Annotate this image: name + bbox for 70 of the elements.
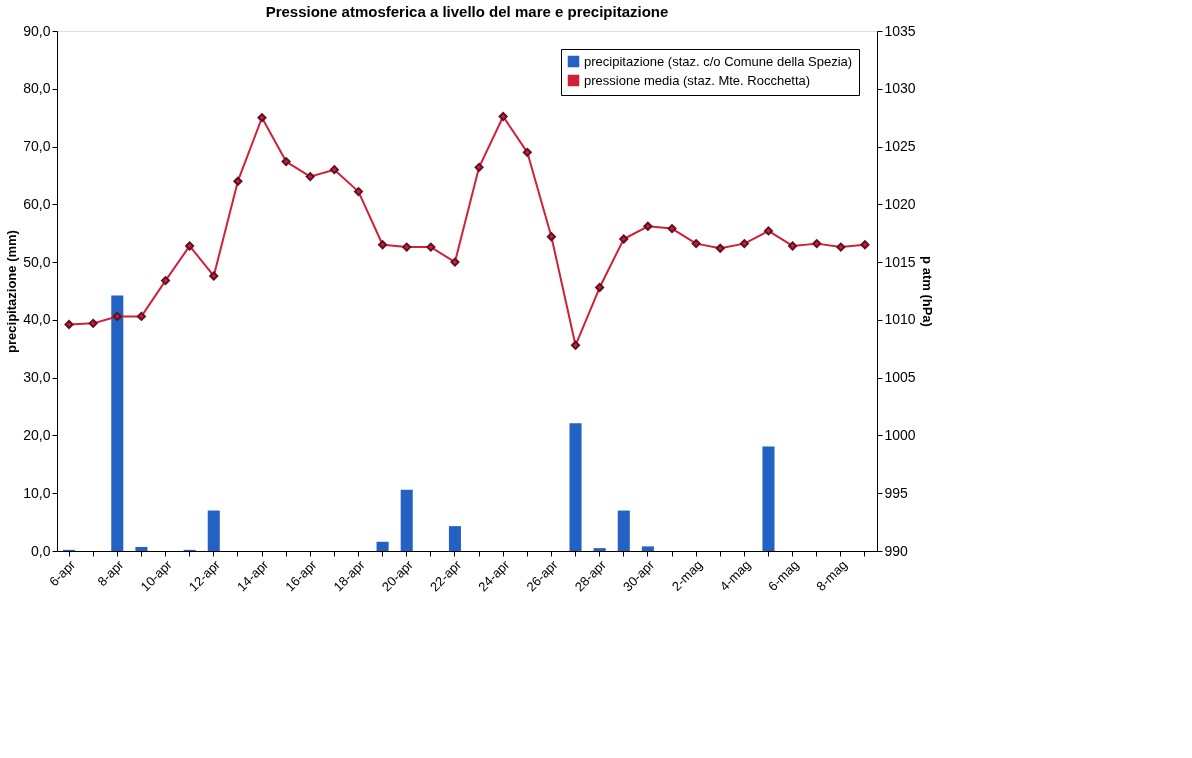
y-tick-label: 0,0 bbox=[31, 542, 51, 559]
point bbox=[691, 239, 701, 249]
point bbox=[378, 240, 388, 250]
bar bbox=[111, 295, 124, 551]
point bbox=[160, 276, 171, 286]
point bbox=[257, 113, 267, 123]
bar bbox=[593, 548, 606, 551]
point bbox=[353, 187, 364, 197]
point bbox=[812, 239, 822, 249]
point bbox=[715, 243, 725, 253]
point bbox=[763, 226, 774, 236]
bar bbox=[569, 423, 582, 551]
legend-label: pressione media (staz. Mte. Rocchetta) bbox=[584, 72, 811, 88]
point bbox=[329, 165, 339, 175]
point bbox=[209, 271, 219, 281]
point bbox=[570, 340, 581, 350]
y-tick-label: 10,0 bbox=[23, 484, 51, 501]
y-tick-label: 50,0 bbox=[23, 253, 51, 270]
y-tick-label: 60,0 bbox=[23, 195, 51, 212]
point bbox=[788, 241, 798, 251]
chart-title: Pressione atmosferica a livello del mare e precipitazione bbox=[265, 3, 669, 20]
point bbox=[739, 239, 749, 249]
point bbox=[112, 311, 122, 321]
y2-tick-label: 1010 bbox=[884, 311, 916, 328]
y2-tick-label: 1030 bbox=[884, 80, 916, 97]
point bbox=[836, 242, 846, 252]
point bbox=[595, 283, 605, 293]
bar bbox=[762, 446, 775, 551]
y2-tick-label: 995 bbox=[884, 484, 909, 501]
point bbox=[88, 318, 98, 328]
point bbox=[643, 221, 653, 231]
bar bbox=[376, 541, 389, 551]
y-tick-label: 90,0 bbox=[23, 22, 51, 39]
y-tick-label: 70,0 bbox=[23, 138, 51, 155]
y-tick-label: 40,0 bbox=[23, 311, 51, 328]
bar bbox=[617, 510, 630, 551]
point bbox=[498, 111, 508, 122]
bar bbox=[135, 546, 148, 551]
y2-tick-label: 1035 bbox=[884, 22, 916, 39]
point bbox=[619, 234, 629, 244]
y-tick-label: 20,0 bbox=[23, 426, 51, 443]
y-tick-label: 30,0 bbox=[23, 369, 51, 386]
y2-tick-label: 1015 bbox=[884, 253, 916, 270]
point bbox=[64, 319, 74, 330]
bar bbox=[448, 526, 461, 551]
y-axis-title: precipitazione (mm) bbox=[4, 230, 20, 353]
bar bbox=[400, 489, 413, 551]
point bbox=[233, 176, 243, 186]
bar bbox=[207, 510, 220, 551]
y2-tick-label: 1020 bbox=[884, 195, 916, 212]
point bbox=[474, 162, 484, 172]
point bbox=[305, 172, 315, 182]
point bbox=[546, 232, 556, 242]
y2-tick-label: 1005 bbox=[884, 369, 916, 386]
y-tick-label: 80,0 bbox=[23, 80, 51, 97]
point bbox=[426, 242, 436, 252]
point bbox=[402, 242, 412, 252]
point bbox=[185, 241, 195, 251]
y2-tick-label: 990 bbox=[884, 542, 909, 559]
point bbox=[860, 240, 870, 250]
point bbox=[450, 257, 460, 267]
legend-label: precipitazione (staz. c/o Comune della Spezia) bbox=[584, 53, 853, 69]
bar bbox=[641, 546, 654, 551]
point bbox=[667, 224, 677, 234]
y2-axis-title: p atm (hPa) bbox=[919, 256, 935, 327]
y2-tick-label: 1025 bbox=[884, 138, 916, 155]
point bbox=[522, 147, 532, 157]
y2-tick-label: 1000 bbox=[884, 426, 916, 443]
point bbox=[281, 157, 291, 167]
point bbox=[136, 311, 146, 321]
